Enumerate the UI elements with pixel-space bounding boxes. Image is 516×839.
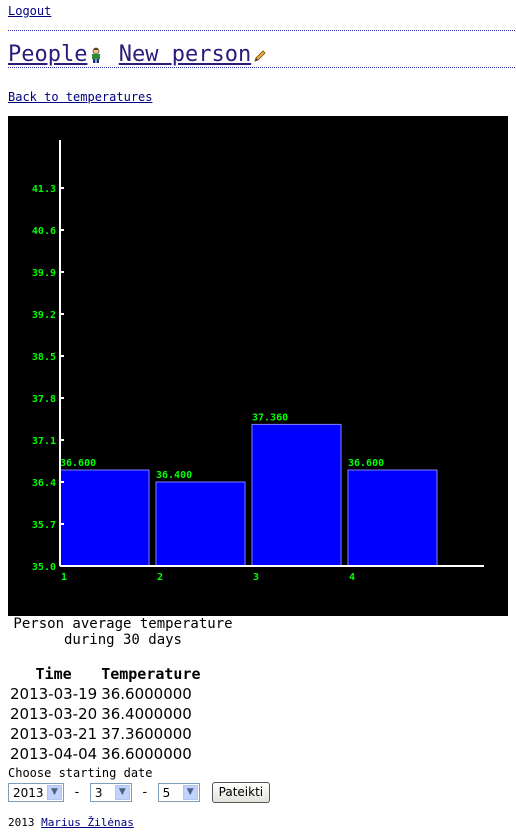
y-tick-label: 40.6 <box>32 226 56 237</box>
logout-link[interactable]: Logout <box>8 4 52 18</box>
footer-year: 2013 <box>8 816 35 829</box>
y-tick-label: 35.7 <box>32 520 56 531</box>
header-nav: People New person <box>8 42 269 69</box>
chart-svg: 36.600 1 36.400 2 37.360 3 36.600 4 35.0 35.7 36.4… <box>32 140 484 583</box>
top-divider <box>8 30 515 31</box>
x-tick-label: 4 <box>349 572 355 583</box>
back-to-temperatures-link[interactable]: Back to temperatures <box>8 90 153 104</box>
date-separator: - <box>140 785 149 800</box>
table-row: 2013-03-19 36.6000000 <box>8 684 203 704</box>
cell-time: 2013-03-21 <box>10 725 98 743</box>
y-tick-label: 39.9 <box>32 268 56 279</box>
day-select[interactable]: 5 ▼ <box>157 783 200 802</box>
year-select[interactable]: 2013 ▼ <box>8 783 64 802</box>
people-link[interactable]: People <box>8 42 88 67</box>
chart-caption: Person average temperature during 30 day… <box>13 616 233 648</box>
temperature-chart: 36.600 1 36.400 2 37.360 3 36.600 4 35.0 35.7 36.4… <box>8 116 508 616</box>
temperature-table: Time Temperature 2013-03-19 36.6000000 20… <box>8 664 203 764</box>
bar-value-label: 36.600 <box>348 458 384 469</box>
cell-temperature: 36.6000000 <box>101 685 192 703</box>
cell-temperature: 36.6000000 <box>101 745 192 763</box>
y-tick-label: 35.0 <box>32 562 56 573</box>
day-value: 5 <box>162 786 171 800</box>
footer: 2013 Marius Žilėnas <box>8 816 134 829</box>
bar-value-label: 36.400 <box>156 470 192 481</box>
date-separator: - <box>73 785 81 800</box>
chevron-down-icon[interactable]: ▼ <box>47 785 62 800</box>
y-tick-label: 41.3 <box>32 184 56 195</box>
bar <box>155 481 246 567</box>
header-divider <box>8 67 515 68</box>
year-value: 2013 <box>13 786 44 800</box>
author-link[interactable]: Marius Žilėnas <box>41 816 134 829</box>
choose-date-label: Choose starting date <box>8 766 153 780</box>
x-tick-label: 2 <box>157 572 163 583</box>
date-form: 2013 ▼ - 3 ▼ - 5 ▼ Pateikti <box>8 782 271 803</box>
chevron-down-icon[interactable]: ▼ <box>182 785 198 800</box>
table-row: 2013-04-04 36.6000000 <box>8 744 203 764</box>
chevron-down-icon[interactable]: ▼ <box>114 785 130 800</box>
table-row: 2013-03-20 36.4000000 <box>8 704 203 724</box>
x-tick-label: 3 <box>253 572 259 583</box>
submit-button[interactable]: Pateikti <box>211 782 271 803</box>
month-select[interactable]: 3 ▼ <box>89 783 132 802</box>
cell-time: 2013-03-19 <box>10 685 98 703</box>
cell-time: 2013-03-20 <box>10 705 98 723</box>
bar <box>59 469 150 567</box>
table-header-row: Time Temperature <box>8 664 203 684</box>
bar <box>251 423 342 567</box>
y-tick-label: 37.1 <box>32 436 56 447</box>
column-header-time: Time <box>35 665 72 683</box>
x-tick-label: 1 <box>61 572 67 583</box>
bar <box>347 469 438 567</box>
y-tick-label: 36.4 <box>32 478 56 489</box>
y-tick-label: 37.8 <box>32 394 56 405</box>
cell-temperature: 36.4000000 <box>101 705 192 723</box>
y-tick-label: 38.5 <box>32 352 56 363</box>
table-row: 2013-03-21 37.3600000 <box>8 724 203 744</box>
pencil-icon <box>253 44 267 69</box>
bar-value-label: 36.600 <box>60 458 96 469</box>
new-person-link[interactable]: New person <box>118 42 252 67</box>
y-tick-label: 39.2 <box>32 310 56 321</box>
month-value: 3 <box>94 786 103 800</box>
cell-temperature: 37.3600000 <box>101 725 192 743</box>
column-header-temperature: Temperature <box>101 665 201 683</box>
person-icon <box>89 44 103 69</box>
bar-value-label: 37.360 <box>252 412 288 423</box>
cell-time: 2013-04-04 <box>10 745 98 763</box>
